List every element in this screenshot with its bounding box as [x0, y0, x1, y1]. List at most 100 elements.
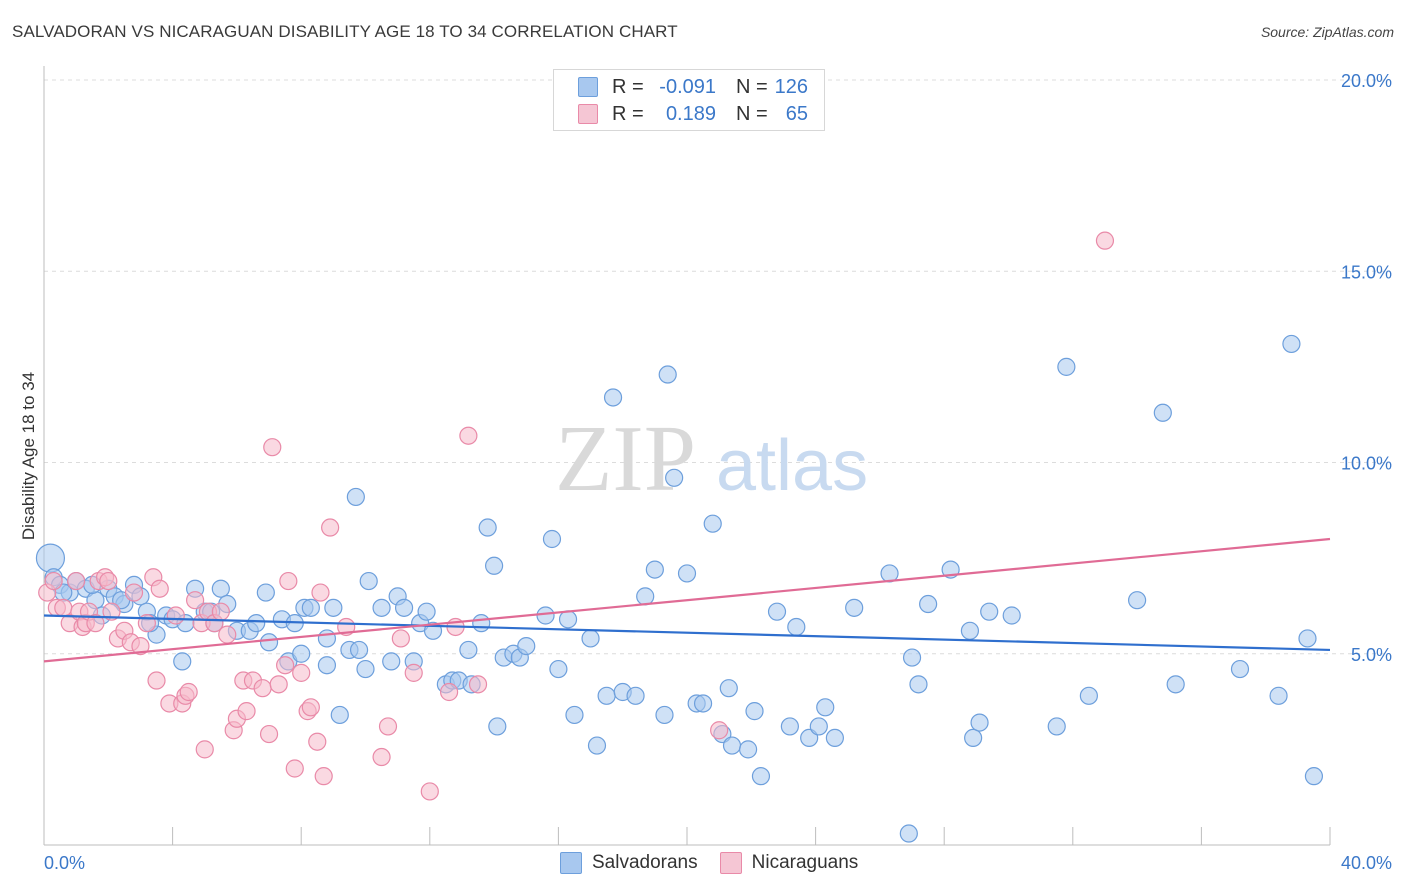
- nicaraguan-trend-line: [43, 537, 1331, 663]
- watermark-atlas: atlas: [716, 426, 868, 506]
- watermark: ZIP atlas: [555, 407, 868, 511]
- nicaraguan-point: [44, 571, 63, 591]
- nicaraguan-point: [237, 702, 256, 721]
- nicaraguan-point: [186, 591, 205, 610]
- salvadoran-point: [317, 629, 337, 648]
- nicaraguan-point: [102, 602, 121, 621]
- legend-swatch-pink: [719, 852, 742, 874]
- salvadoran-point: [459, 640, 478, 660]
- salvadoran-point: [330, 705, 349, 725]
- salvadoran-point: [899, 824, 918, 843]
- salvadoran-point: [35, 543, 66, 573]
- salvadoran-point: [603, 388, 623, 407]
- salvadoran-point: [722, 736, 742, 755]
- salvadoran-point: [1166, 675, 1185, 694]
- salvadoran-point: [356, 659, 375, 679]
- salvadoran-point: [317, 656, 337, 675]
- nicaraguan-point: [378, 717, 398, 736]
- nicaraguan-point: [259, 724, 279, 744]
- nicaraguan-point: [179, 682, 198, 702]
- salvadoran-point: [1079, 686, 1098, 705]
- salvadoran-point: [1047, 717, 1066, 736]
- salvadoran-point: [787, 617, 806, 637]
- nicaraguan-point: [321, 518, 340, 537]
- salvadoran-point: [719, 679, 738, 698]
- nicaraguan-point: [150, 579, 169, 598]
- legend-r-label: R =: [612, 102, 644, 125]
- legend-n-label: N =: [736, 102, 768, 125]
- salvadoran-point: [780, 717, 799, 736]
- salvadoran-point: [636, 587, 655, 606]
- salvadoran-point: [665, 468, 684, 487]
- salvadoran-point: [359, 571, 378, 591]
- nicaraguan-point: [86, 614, 105, 633]
- y-tick-label: 10.0%: [1341, 454, 1392, 474]
- salvadoran-point: [597, 686, 616, 705]
- nicaraguan-point: [147, 671, 166, 690]
- legend-n-value: 126: [774, 75, 808, 98]
- salvadoran-point: [738, 740, 758, 759]
- nicaraguan-point: [195, 740, 214, 759]
- salvadoran-point: [658, 365, 677, 384]
- salvadoran-point: [542, 529, 562, 549]
- salvadoran-point: [581, 629, 600, 648]
- salvadoran-point: [259, 633, 279, 652]
- salvadoran-point: [1153, 403, 1172, 422]
- trend-lines: [43, 537, 1331, 663]
- legend-label-salvadorans: Salvadorans: [592, 852, 698, 873]
- salvadoran-point: [980, 602, 999, 621]
- nicaraguan-point: [166, 606, 185, 625]
- legend-item-nicaraguans[interactable]: Nicaraguans: [719, 852, 858, 874]
- salvadoran-point: [902, 648, 922, 667]
- salvadoran-point: [816, 698, 835, 717]
- y-tick-label: 20.0%: [1341, 71, 1392, 91]
- salvadoran-point: [536, 606, 555, 625]
- nicaraguan-point: [292, 663, 311, 682]
- salvadoran-point: [693, 694, 713, 713]
- salvadoran-point: [247, 614, 266, 633]
- salvadoran-point: [485, 556, 504, 575]
- nicaraguan-point: [253, 679, 272, 698]
- salvadoran-point: [517, 636, 536, 656]
- salvadoran-trend-line: [43, 614, 1331, 652]
- salvadoran-point: [626, 686, 645, 705]
- salvadoran-point: [703, 514, 722, 533]
- nicaraguan-point: [404, 663, 423, 682]
- nicaraguan-point: [67, 571, 86, 591]
- salvadoran-point: [488, 717, 507, 736]
- tick-labels: 5.0% 10.0% 15.0% 20.0% 0.0% 40.0%: [44, 71, 1392, 873]
- salvadoran-point: [211, 579, 230, 598]
- legend-row-salvadorans: R = -0.091 N = 126: [578, 75, 808, 99]
- legend-n-label: N =: [736, 75, 768, 98]
- nicaraguan-point: [124, 583, 144, 602]
- y-tick-label: 5.0%: [1351, 645, 1392, 665]
- nicaraguan-point: [99, 571, 118, 591]
- salvadoran-point: [472, 614, 491, 633]
- legend-r-value: 0.189: [665, 102, 716, 125]
- nicaraguan-point: [285, 759, 304, 778]
- x-tick-label: 0.0%: [44, 853, 85, 873]
- legend-swatch-blue: [578, 77, 598, 97]
- series-nicaraguans: [38, 231, 1115, 801]
- nicaraguan-point: [710, 721, 729, 740]
- salvadoran-point: [394, 598, 414, 617]
- legend-n-value: 65: [785, 102, 808, 125]
- nicaraguan-point: [314, 767, 333, 786]
- nicaraguan-point: [439, 682, 459, 702]
- nicaraguan-point: [311, 583, 330, 602]
- salvadoran-point: [1230, 659, 1250, 679]
- nicaraguan-point: [1095, 231, 1115, 250]
- nicaraguan-point: [459, 426, 478, 445]
- nicaraguan-point: [211, 602, 230, 621]
- salvadoran-point: [655, 705, 674, 725]
- salvadoran-point: [1282, 334, 1301, 354]
- salvadoran-point: [549, 659, 568, 679]
- legend-item-salvadorans[interactable]: Salvadorans: [560, 852, 698, 874]
- salvadoran-point: [970, 713, 989, 732]
- legend-r-value: -0.091: [659, 75, 716, 98]
- nicaraguan-point: [269, 675, 288, 694]
- nicaraguan-point: [420, 782, 439, 801]
- y-tick-label: 15.0%: [1341, 262, 1392, 282]
- salvadoran-point: [919, 594, 938, 614]
- nicaraguan-point: [263, 438, 282, 457]
